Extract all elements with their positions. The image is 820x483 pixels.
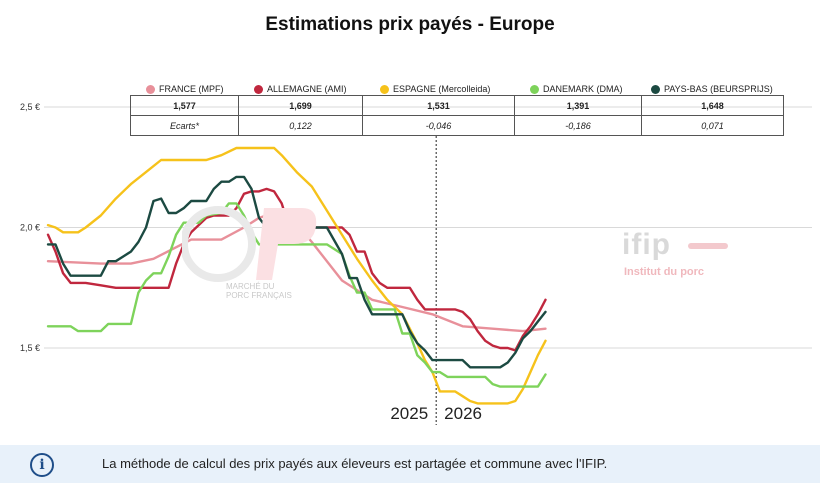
- ifip-logo-word: ifip: [622, 228, 671, 261]
- legend-marker: [380, 84, 389, 94]
- chart-title: Estimations prix payés - Europe: [265, 14, 555, 35]
- ecart-cell-allemagne: 0,122: [238, 115, 363, 136]
- ecart-cell-pays-bas: 0,071: [641, 115, 784, 136]
- info-banner: i La méthode de calcul des prix payés au…: [0, 445, 820, 483]
- ecarts-label: Ecarts*: [130, 115, 239, 136]
- chart: 1,5 € 2,0 € 2,5 € 2025 2026: [20, 102, 812, 425]
- ecart-cell-danemark: -0,186: [514, 115, 642, 136]
- mpf-logo: MARCHÉ DU PORC FRANÇAIS: [180, 196, 322, 306]
- legend-item-allemagne: ALLEMAGNE (AMI): [254, 84, 347, 94]
- y-tick-label: 1,5 €: [20, 343, 40, 353]
- info-text: La méthode de calcul des prix payés aux …: [102, 456, 608, 471]
- value-cell-espagne: 1,531: [362, 95, 515, 116]
- mpf-logo-mark: [180, 206, 317, 282]
- legend-item-pays-bas: PAYS-BAS (BEURSPRIJS): [651, 84, 773, 94]
- values-table: 1,577 1,699 1,531 1,391 1,648 Ecarts* 0,…: [130, 95, 784, 136]
- ecart-cell-espagne: -0,046: [362, 115, 515, 136]
- legend-label: PAYS-BAS (BEURSPRIJS): [664, 84, 773, 94]
- series-line-espagne-mercolleida: [46, 146, 547, 405]
- values-row: 1,577 1,699 1,531 1,391 1,648: [130, 95, 784, 116]
- legend-label: DANEMARK (DMA): [543, 84, 623, 94]
- value-cell-danemark: 1,391: [514, 95, 642, 116]
- y-tick-labels: 1,5 € 2,0 € 2,5 €: [20, 102, 40, 353]
- legend-marker: [254, 84, 263, 94]
- value-cell-pays-bas: 1,648: [641, 95, 784, 116]
- ifip-logo-subtitle: Institut du porc: [624, 266, 705, 278]
- chart-legend: FRANCE (MPF) ALLEMAGNE (AMI) ESPAGNE (Me…: [138, 84, 818, 95]
- series-line-danemark-dma: [46, 202, 547, 388]
- legend-marker: [651, 84, 660, 94]
- legend-marker: [530, 84, 539, 94]
- y-tick-label: 2,5 €: [20, 102, 40, 112]
- mpf-logo-text: MARCHÉ DU PORC FRANÇAIS: [226, 282, 292, 300]
- year-label-2025: 2025: [390, 404, 428, 423]
- legend-marker: [146, 84, 155, 94]
- mpf-line2: PORC FRANÇAIS: [226, 291, 292, 300]
- legend-item-espagne: ESPAGNE (Mercolleida): [380, 84, 490, 94]
- ifip-logo-bar: [688, 243, 728, 249]
- legend-label: ESPAGNE (Mercolleida): [393, 84, 491, 94]
- ifip-logo: ifip Institut du porc: [622, 228, 732, 288]
- legend-item-danemark: DANEMARK (DMA): [530, 84, 623, 94]
- mpf-line1: MARCHÉ DU: [226, 282, 275, 291]
- legend-label: ALLEMAGNE (AMI): [267, 84, 347, 94]
- legend-item-france: FRANCE (MPF): [146, 84, 224, 94]
- info-icon: i: [30, 453, 54, 477]
- value-cell-allemagne: 1,699: [238, 95, 363, 116]
- year-labels: 2025 2026: [390, 404, 482, 423]
- legend-label: FRANCE (MPF): [159, 84, 224, 94]
- y-tick-label: 2,0 €: [20, 223, 40, 233]
- value-cell-france: 1,577: [130, 95, 239, 116]
- year-label-2026: 2026: [444, 404, 482, 423]
- ecarts-row: Ecarts* 0,122 -0,046 -0,186 0,071: [130, 115, 784, 136]
